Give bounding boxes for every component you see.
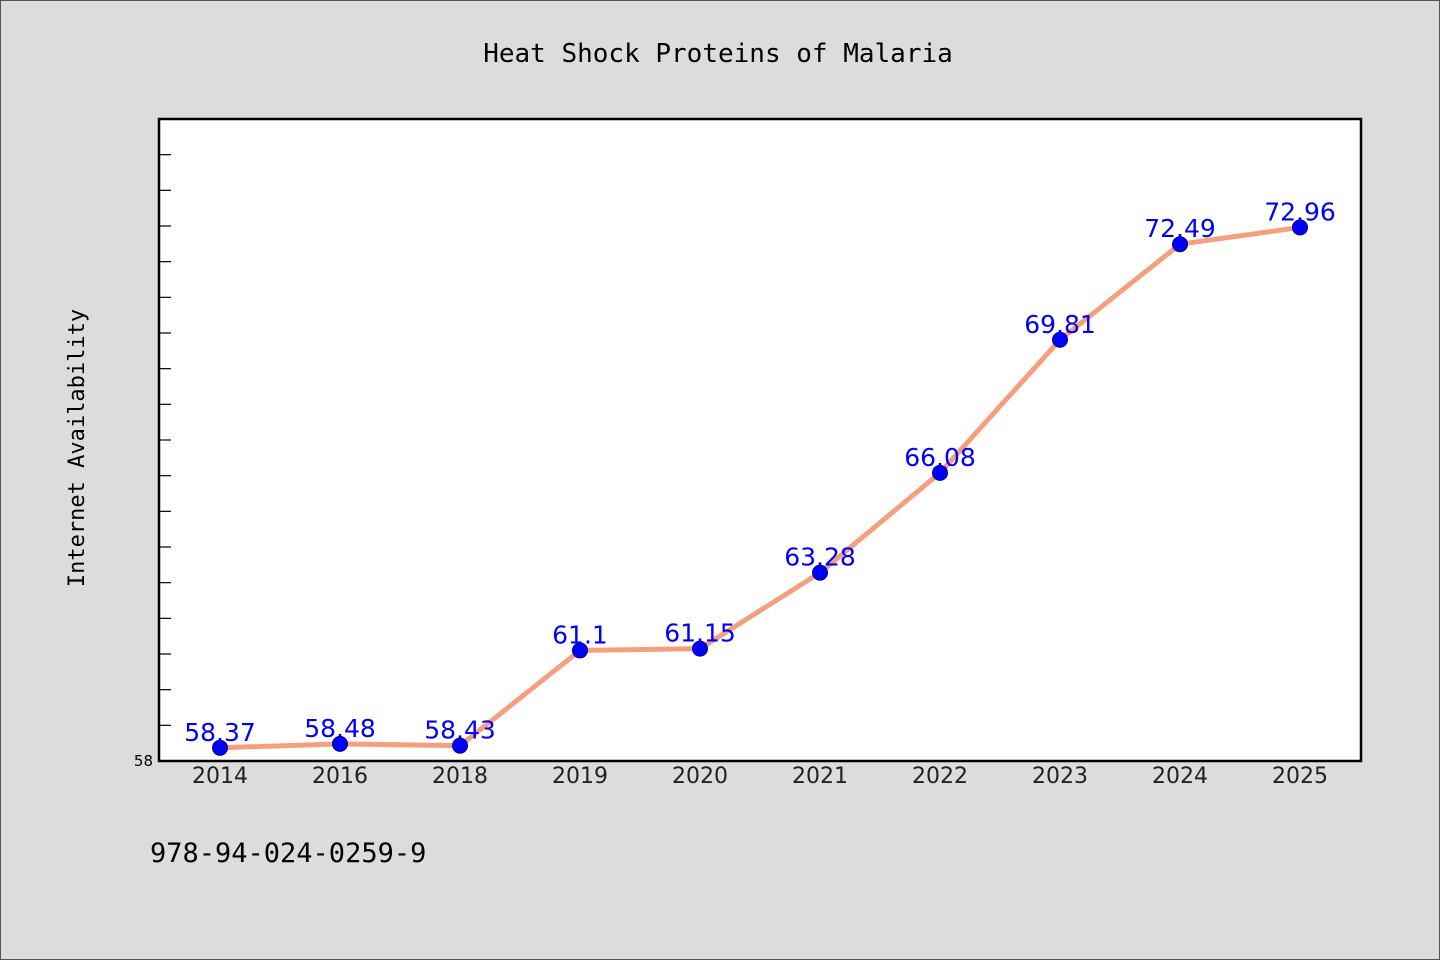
chart-title: Heat Shock Proteins of Malaria bbox=[483, 39, 953, 69]
data-point bbox=[692, 640, 708, 657]
data-point bbox=[332, 735, 348, 752]
data-point bbox=[1172, 236, 1188, 253]
x-tick-label: 2024 bbox=[1152, 764, 1208, 789]
y-axis-label: Internet Availability bbox=[65, 309, 90, 587]
data-label: 58.43 bbox=[424, 716, 496, 745]
data-label: 63.28 bbox=[784, 543, 856, 572]
data-point bbox=[452, 737, 468, 754]
y-tick-label: 58 bbox=[134, 752, 153, 770]
plot-area bbox=[157, 117, 1363, 763]
data-label: 72.96 bbox=[1264, 197, 1336, 226]
data-point bbox=[812, 564, 828, 581]
series-layer: 58.37 58.48 58.43 61.1 61.15 63.28 66.08 69.81 7… bbox=[184, 197, 1336, 756]
data-point bbox=[212, 739, 228, 756]
data-label: 58.48 bbox=[304, 714, 376, 743]
y-axis-ticks: 58 bbox=[134, 154, 171, 770]
x-tick-label: 2016 bbox=[312, 764, 368, 789]
x-tick-label: 2018 bbox=[432, 764, 488, 789]
x-tick-label: 2023 bbox=[1032, 764, 1088, 789]
x-tick-label: 2022 bbox=[912, 764, 968, 789]
x-tick-label: 2020 bbox=[672, 764, 728, 789]
series-line bbox=[219, 224, 1301, 751]
x-tick-label: 2025 bbox=[1272, 764, 1328, 789]
isbn-text: 978-94-024-0259-9 bbox=[150, 838, 426, 869]
data-label: 69.81 bbox=[1024, 310, 1096, 339]
data-label: 66.08 bbox=[904, 443, 976, 472]
data-point bbox=[1292, 219, 1308, 236]
data-label: 58.37 bbox=[184, 718, 256, 747]
x-tick-label: 2019 bbox=[552, 764, 608, 789]
x-axis-ticks: 2014 2016 2018 2019 2020 2021 2022 2023 2024 2025 bbox=[192, 764, 1328, 789]
data-label: 72.49 bbox=[1144, 214, 1216, 243]
data-label: 61.1 bbox=[552, 620, 608, 649]
data-point bbox=[1052, 331, 1068, 348]
data-point bbox=[932, 464, 948, 481]
data-label: 61.15 bbox=[664, 619, 736, 648]
x-tick-label: 2021 bbox=[792, 764, 848, 789]
data-point bbox=[572, 642, 588, 659]
x-tick-label: 2014 bbox=[192, 764, 248, 789]
